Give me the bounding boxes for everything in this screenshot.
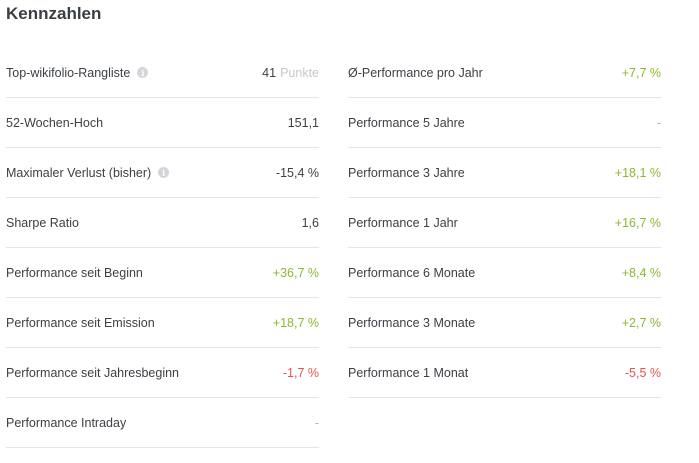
metric-value: - — [656, 115, 661, 130]
metric-value: -5,5 % — [624, 365, 661, 380]
metric-value: +2,7 % — [621, 315, 661, 330]
metric-label: Performance 1 Jahr — [348, 215, 458, 230]
metric-value: -15,4 % — [275, 165, 319, 180]
info-icon[interactable]: i — [137, 67, 149, 78]
metric-row-rank: Top-wikifolio-Rangliste i 41 Punkte — [6, 48, 319, 98]
metric-label: Performance Intraday — [6, 415, 127, 430]
metric-label: Performance 3 Jahre — [348, 165, 465, 180]
section-title: Kennzahlen — [6, 4, 102, 23]
metric-row-perf-intraday: Performance Intraday - — [6, 398, 319, 448]
metric-unit: Punkte — [280, 65, 319, 80]
metric-row-perf-ytd: Performance seit Jahresbeginn -1,7 % — [6, 348, 319, 398]
metric-row-perf-5-years: Performance 5 Jahre - — [348, 98, 661, 148]
metric-value: - — [314, 415, 319, 430]
metric-value: 151,1 — [287, 115, 319, 130]
metric-value: +7,7 % — [621, 65, 661, 80]
metric-row-perf-since-start: Performance seit Beginn +36,7 % — [6, 248, 319, 298]
metric-label: Ø-Performance pro Jahr — [348, 65, 483, 80]
metric-row-perf-since-emission: Performance seit Emission +18,7 % — [6, 298, 319, 348]
metric-value: +18,7 % — [272, 315, 319, 330]
metric-value: +8,4 % — [621, 265, 661, 280]
metric-label: Performance 1 Monat — [348, 365, 469, 380]
metric-label: Sharpe Ratio — [6, 215, 79, 230]
metric-value: -1,7 % — [282, 365, 319, 380]
metric-row-52-week-high: 52-Wochen-Hoch 151,1 — [6, 98, 319, 148]
metric-row-avg-perf-per-year: Ø-Performance pro Jahr +7,7 % — [348, 48, 661, 98]
metric-label: Top-wikifolio-Rangliste — [6, 65, 131, 80]
metric-label: Performance seit Beginn — [6, 265, 143, 280]
metric-row-perf-6-months: Performance 6 Monate +8,4 % — [348, 248, 661, 298]
metric-label: Performance 5 Jahre — [348, 115, 465, 130]
metric-row-perf-3-months: Performance 3 Monate +2,7 % — [348, 298, 661, 348]
metric-value: 1,6 — [301, 215, 319, 230]
metric-row-max-loss: Maximaler Verlust (bisher) i -15,4 % — [6, 148, 319, 198]
metric-row-perf-3-years: Performance 3 Jahre +18,1 % — [348, 148, 661, 198]
metric-row-perf-1-year: Performance 1 Jahr +16,7 % — [348, 198, 661, 248]
metrics-column-right: Ø-Performance pro Jahr +7,7 % Performanc… — [348, 48, 661, 398]
metric-value: 41 Punkte — [262, 65, 319, 80]
metrics-column-left: Top-wikifolio-Rangliste i 41 Punkte 52-Wo… — [6, 48, 319, 448]
metric-value: +18,1 % — [614, 165, 661, 180]
metric-label: Performance 3 Monate — [348, 315, 476, 330]
metric-label: Maximaler Verlust (bisher) — [6, 165, 152, 180]
metric-value: +36,7 % — [272, 265, 319, 280]
metric-label: Performance seit Emission — [6, 315, 155, 330]
metric-row-sharpe-ratio: Sharpe Ratio 1,6 — [6, 198, 319, 248]
metric-row-perf-1-month: Performance 1 Monat -5,5 % — [348, 348, 661, 398]
metric-label: Performance seit Jahresbeginn — [6, 365, 180, 380]
metric-value: +16,7 % — [614, 215, 661, 230]
metric-label: Performance 6 Monate — [348, 265, 476, 280]
metric-label: 52-Wochen-Hoch — [6, 115, 104, 130]
info-icon[interactable]: i — [158, 167, 170, 178]
